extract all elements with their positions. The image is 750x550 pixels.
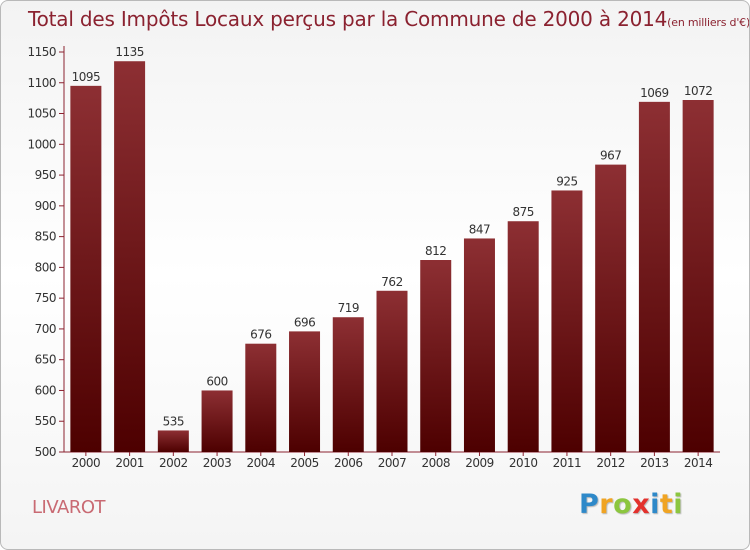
bar-2008 — [420, 260, 452, 452]
x-tick-label: 2004 — [247, 456, 276, 470]
data-label: 1135 — [115, 45, 144, 59]
bar-2009 — [463, 238, 495, 452]
x-tick-label: 2002 — [159, 456, 188, 470]
bar-2007 — [376, 290, 408, 452]
logo-letter: i — [650, 489, 660, 520]
bar-2006 — [332, 317, 364, 452]
bar-2013 — [638, 101, 670, 452]
x-tick-label: 2014 — [684, 456, 713, 470]
logo-letter: x — [632, 489, 651, 520]
x-tick-label: 2009 — [465, 456, 494, 470]
y-tick-label: 1050 — [27, 107, 56, 121]
y-tick-label: 1150 — [27, 45, 56, 59]
x-tick-label: 2010 — [509, 456, 538, 470]
chart-title-main: Total des Impôts Locaux perçus par la Co… — [28, 7, 668, 31]
logo-letter: r — [599, 489, 614, 520]
x-tick-label: 2006 — [334, 456, 363, 470]
y-tick-label: 1000 — [27, 137, 56, 151]
logo-letter: i — [673, 489, 684, 520]
x-tick-label: 2013 — [640, 456, 669, 470]
data-label: 847 — [469, 222, 490, 236]
y-tick-label: 650 — [35, 353, 56, 367]
bar-2010 — [507, 221, 539, 452]
data-label: 925 — [556, 174, 577, 188]
y-tick-label: 1100 — [27, 76, 56, 90]
bar-2011 — [551, 190, 583, 452]
y-tick-label: 550 — [35, 414, 56, 428]
x-tick-label: 2001 — [115, 456, 144, 470]
y-tick-label: 850 — [35, 230, 56, 244]
bar-2002 — [157, 430, 189, 452]
commune-name: LIVAROT — [32, 497, 105, 518]
data-label: 967 — [600, 149, 621, 163]
bar-2003 — [201, 390, 233, 452]
data-label: 1069 — [640, 86, 669, 100]
x-tick-label: 2011 — [553, 456, 582, 470]
y-tick-label: 600 — [35, 383, 56, 397]
bar-2004 — [245, 343, 277, 452]
y-tick-label: 700 — [35, 322, 56, 336]
x-tick-label: 2007 — [378, 456, 407, 470]
logo-letter: P — [579, 489, 600, 520]
y-tick-label: 800 — [35, 260, 56, 274]
bar-2001 — [114, 61, 146, 452]
bar-2012 — [595, 164, 627, 452]
data-label: 812 — [425, 244, 446, 258]
x-tick-label: 2003 — [203, 456, 232, 470]
data-label: 762 — [381, 275, 402, 289]
y-tick-label: 500 — [35, 445, 56, 459]
y-tick-label: 950 — [35, 168, 56, 182]
data-label: 1072 — [684, 84, 713, 98]
x-tick-label: 2000 — [72, 456, 101, 470]
x-tick-label: 2008 — [421, 456, 450, 470]
bar-2000 — [70, 85, 102, 452]
chart-title-unit: (en milliers d'€) — [667, 16, 750, 29]
data-label: 875 — [512, 205, 533, 219]
y-tick-label: 900 — [35, 199, 56, 213]
logo-letter: t — [659, 489, 674, 520]
data-label: 676 — [250, 328, 271, 342]
bar-2014 — [682, 100, 714, 452]
logo-letter: o — [613, 489, 633, 520]
data-label: 535 — [163, 414, 184, 428]
x-tick-label: 2005 — [290, 456, 319, 470]
data-label: 600 — [206, 374, 227, 388]
data-label: 696 — [294, 315, 315, 329]
data-label: 1095 — [72, 70, 101, 84]
x-tick-label: 2012 — [596, 456, 625, 470]
bar-2005 — [289, 331, 321, 452]
data-label: 719 — [338, 301, 359, 315]
chart-title: Total des Impôts Locaux perçus par la Co… — [28, 7, 750, 31]
proxiti-logo: Proxiti — [579, 489, 683, 520]
y-tick-label: 750 — [35, 291, 56, 305]
